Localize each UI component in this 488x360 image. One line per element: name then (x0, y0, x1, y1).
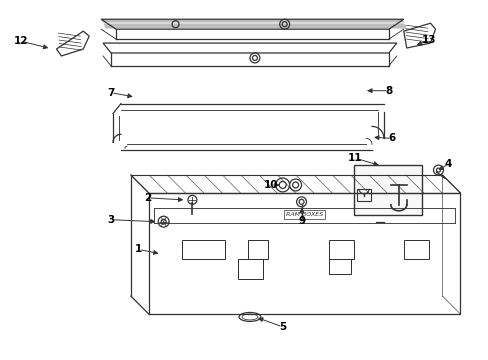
Text: 9: 9 (298, 216, 305, 226)
Text: 8: 8 (385, 86, 392, 96)
Text: 6: 6 (387, 133, 395, 143)
Circle shape (187, 195, 197, 204)
Bar (182, 239, 224, 260)
Bar (403, 239, 427, 260)
Circle shape (289, 179, 301, 191)
Circle shape (296, 197, 306, 207)
Text: 12: 12 (14, 36, 28, 46)
Bar (247, 239, 267, 260)
Circle shape (275, 178, 289, 192)
Bar (328, 239, 353, 260)
Circle shape (433, 165, 443, 175)
Text: 3: 3 (107, 215, 114, 225)
Text: 5: 5 (279, 322, 286, 332)
Text: 7: 7 (107, 88, 115, 98)
Text: 11: 11 (347, 153, 362, 163)
Text: 13: 13 (422, 35, 436, 45)
Bar (328, 260, 350, 274)
Text: 10: 10 (263, 180, 278, 190)
Circle shape (158, 216, 169, 227)
Text: RAM BOXES: RAM BOXES (285, 212, 323, 217)
Text: 1: 1 (135, 244, 142, 255)
Text: 4: 4 (444, 159, 451, 169)
Bar (353, 165, 421, 215)
Text: 2: 2 (144, 193, 151, 203)
Bar (356, 189, 370, 201)
Bar (238, 260, 263, 279)
